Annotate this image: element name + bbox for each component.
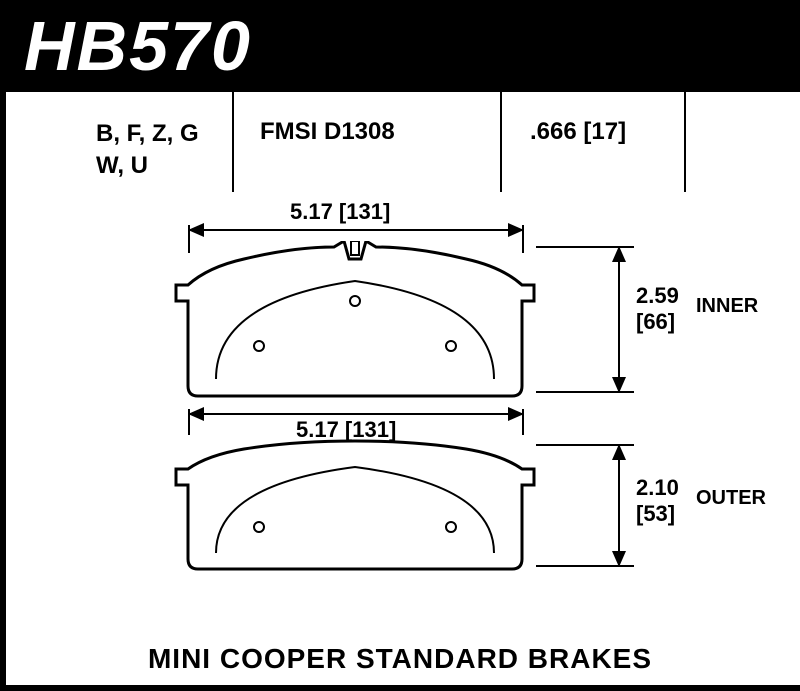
diagram-area: 5.17 [131] 2.59 [66] INNER 5.17 [131] 2.… [60,195,760,631]
value-mm: [53] [636,501,679,527]
dimension-line [618,246,620,393]
arrowhead-icon [612,246,626,262]
inner-side-label: INNER [696,295,758,318]
value: 2.59 [636,283,679,309]
frame-bottom [0,685,800,691]
compound-codes: B, F, Z, G W, U [96,118,199,183]
arrowhead-icon [188,223,204,237]
separator-tick [232,92,234,192]
separator-tick [500,92,502,192]
separator-tick [684,92,686,192]
value: 2.10 [636,475,679,501]
codes-line: W, U [96,150,199,182]
footer-title: MINI COOPER STANDARD BRAKES [0,643,800,675]
arrowhead-icon [508,223,524,237]
frame-left [0,0,6,691]
pad-thickness: .666 [17] [530,118,626,146]
arrowhead-icon [612,444,626,460]
dimension-line [188,413,524,415]
part-number: HB570 [24,6,252,86]
value-mm: [66] [636,309,679,335]
outer-height-label: 2.10 [53] [636,475,679,527]
inner-height-label: 2.59 [66] [636,283,679,335]
header-band: HB570 [0,0,800,92]
dimension-line [188,229,524,231]
extension-line [188,409,190,435]
inner-width-label: 5.17 [131] [290,199,390,225]
arrowhead-icon [612,551,626,567]
codes-line: B, F, Z, G [96,118,199,150]
outer-side-label: OUTER [696,487,766,510]
extension-line [522,409,524,435]
arrowhead-icon [188,407,204,421]
fmsi-code: FMSI D1308 [260,118,395,146]
arrowhead-icon [612,377,626,393]
dimension-line [618,444,620,567]
inner-pad-outline [166,241,544,401]
outer-pad-outline [166,439,544,579]
